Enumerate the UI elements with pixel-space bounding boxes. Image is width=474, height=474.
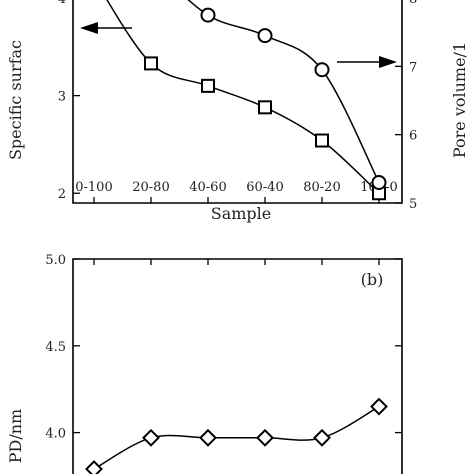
right-tick-label: 6 xyxy=(409,129,417,144)
panel-a-right-axis: 5 6 7 8 xyxy=(395,0,417,212)
panel-b-frame xyxy=(72,258,403,474)
diamond-marker xyxy=(256,428,274,447)
x-tick-label: 40-60 xyxy=(189,180,226,195)
panel-a-left-axis: 2 3 4 xyxy=(58,0,80,202)
diamond-marker xyxy=(85,460,103,474)
square-series-line xyxy=(106,0,380,194)
square-marker xyxy=(258,100,272,115)
left-tick-label: 3 xyxy=(58,90,66,105)
x-tick-label: 80-20 xyxy=(303,180,340,195)
panel-b: 4.0 4.5 5.0 PD/nm (b) xyxy=(6,253,403,474)
diamond-marker xyxy=(313,428,331,447)
panel-a-x-axis-title: Sample xyxy=(211,204,272,223)
square-marker xyxy=(201,78,215,93)
x-tick-label: 20-80 xyxy=(132,180,169,195)
diamond-series-line xyxy=(93,405,380,470)
x-tick-label: 0-100 xyxy=(75,180,112,195)
panel-a: 234 5678 0-10020-8040-6060-4080-20100-0 … xyxy=(6,0,469,223)
circle-marker xyxy=(371,175,387,190)
left-arrow-annotation xyxy=(80,22,132,34)
circle-marker xyxy=(200,7,216,23)
right-tick-label: 8 xyxy=(409,0,417,7)
b-y-tick-label: 4.0 xyxy=(45,427,66,442)
square-marker xyxy=(144,56,158,71)
b-y-tick-label: 5.0 xyxy=(45,253,66,268)
circle-marker xyxy=(314,62,330,78)
square-marker xyxy=(315,133,329,148)
b-y-tick-label: 4.5 xyxy=(45,340,66,355)
x-tick-label: 60-40 xyxy=(246,180,283,195)
panel-b-y-axis-title: PD/nm xyxy=(6,409,25,463)
panel-a-series xyxy=(106,0,387,201)
circle-marker xyxy=(257,28,273,44)
panel-b-x-ticks xyxy=(93,259,380,265)
diamond-marker xyxy=(142,428,160,447)
left-tick-label: 2 xyxy=(58,187,66,202)
diamond-marker xyxy=(370,397,388,416)
panel-a-right-axis-title: Pore volume/1 xyxy=(450,42,469,158)
right-arrow-annotation xyxy=(337,56,397,68)
left-tick-label: 4 xyxy=(58,0,66,7)
panel-b-y-axis: 4.0 4.5 5.0 xyxy=(45,253,402,442)
circle-series-line xyxy=(187,0,380,183)
panel-label-b: (b) xyxy=(361,270,384,289)
diamond-marker xyxy=(199,428,217,447)
panel-a-plot-area xyxy=(106,0,387,201)
panel-a-frame xyxy=(72,0,403,204)
right-tick-label: 7 xyxy=(409,60,417,75)
panel-a-left-axis-title: Specific surfac xyxy=(6,40,25,160)
right-tick-label: 5 xyxy=(409,197,417,212)
panel-b-series xyxy=(85,397,388,474)
